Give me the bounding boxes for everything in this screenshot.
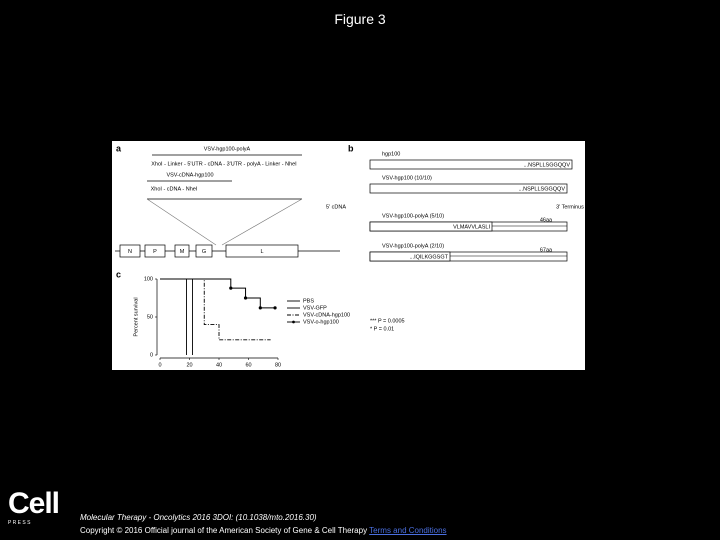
stat: *** P = 0.0005 <box>370 318 405 324</box>
x-tick-label: 60 <box>245 362 251 368</box>
gene-label: L <box>260 249 263 255</box>
survival-line <box>160 278 271 341</box>
row-name: VSV-hgp100-polyA (5/10) <box>382 213 444 219</box>
sequence-box <box>369 183 568 194</box>
legend-label: PBS <box>303 298 314 304</box>
gene-box <box>119 244 141 258</box>
end-label: 3' Terminus <box>556 204 584 210</box>
sequence: ...NSPLLSGGQQV <box>524 162 571 168</box>
sequence-box <box>369 221 493 232</box>
citation: Molecular Therapy - Oncolytics 2016 3DOI… <box>80 513 317 522</box>
slide-title: Figure 3 <box>334 11 386 27</box>
construct-parts: XhoI - Linker - 5'UTR - cDNA - 3'UTR - p… <box>151 161 297 167</box>
censor-marker <box>243 296 248 300</box>
length: 46aa <box>540 217 553 223</box>
construct-parts: XhoI - cDNA - NheI <box>151 186 198 192</box>
x-tick-label: 80 <box>275 362 281 368</box>
y-tick-label: 0 <box>150 352 153 358</box>
terms-link[interactable]: Terms and Conditions <box>369 526 447 535</box>
legend-label: VSV-cDNA-hgp100 <box>303 312 350 318</box>
legend-label: VSV-GFP <box>303 305 327 311</box>
stat: * P = 0.01 <box>370 326 394 332</box>
panel-label: b <box>348 143 354 153</box>
gene-label: P <box>153 249 157 255</box>
censor-marker <box>258 306 262 310</box>
y-tick-label: 50 <box>147 314 153 320</box>
row-name: hgp100 <box>382 151 400 157</box>
logo: Cell P R E S S <box>8 487 60 527</box>
construct-name: VSV-cDNA-hgp100 <box>166 172 213 178</box>
gene-label: M <box>180 249 185 255</box>
gene-box <box>144 244 166 258</box>
survival-line <box>160 278 193 355</box>
logo-sub: P R E S S <box>8 520 31 526</box>
panel-label: c <box>116 269 121 279</box>
y-axis-label: Percent survival <box>133 297 139 336</box>
sequence: VLMAVVLASLI <box>453 224 490 230</box>
survival-line <box>160 278 187 355</box>
copyright: Copyright © 2016 Official journal of the… <box>80 526 368 535</box>
survival-line <box>160 278 276 309</box>
censor-marker <box>229 286 233 290</box>
figure: a VSV-hgp100-polyA XhoI - Linker - 5'UTR… <box>112 141 585 370</box>
gene-box <box>225 244 299 258</box>
gene-label: N <box>128 249 132 255</box>
row-name: VSV-hgp100-polyA (2/10) <box>382 243 444 249</box>
sequence-box <box>369 251 451 262</box>
length: 67aa <box>540 247 553 253</box>
end-label: 5' cDNA <box>326 204 346 210</box>
sequence: ...NSPLLSGGQQV <box>519 186 566 192</box>
x-tick-label: 20 <box>186 362 192 368</box>
x-tick-label: 0 <box>158 362 161 368</box>
construct-name: VSV-hgp100-polyA <box>204 146 251 152</box>
row-name: VSV-hgp100 (10/10) <box>382 175 432 181</box>
censor-marker <box>273 306 277 310</box>
gene-box <box>195 244 213 258</box>
insert-guide <box>221 198 303 246</box>
gene-box <box>174 244 190 258</box>
gene-label: G <box>202 249 206 255</box>
logo-word: Cell <box>8 487 60 520</box>
insert-guide <box>146 198 217 246</box>
legend-label: VSV-o-hgp100 <box>303 319 339 325</box>
legend-marker <box>292 320 295 324</box>
copyright-line: Copyright © 2016 Official journal of the… <box>80 526 447 535</box>
sequence-box <box>369 159 573 170</box>
y-tick-label: 100 <box>144 276 153 282</box>
x-tick-label: 40 <box>216 362 222 368</box>
sequence: ...IQILKGGSGT <box>409 254 448 260</box>
panel-label: a <box>116 143 122 153</box>
